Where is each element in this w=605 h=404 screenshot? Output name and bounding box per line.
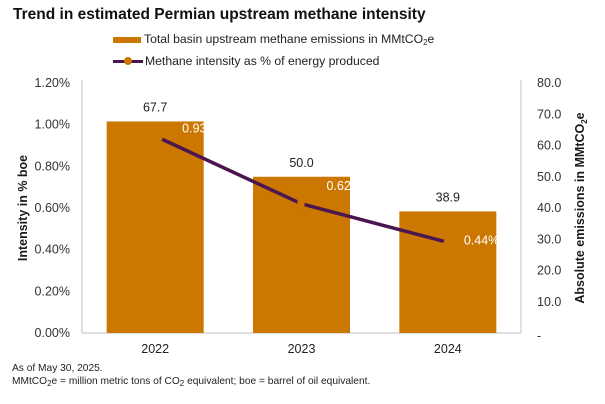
x-tick-2023: 2023 <box>288 342 316 356</box>
y-tick-right: 30.0 <box>537 232 561 246</box>
line-data-label: 0.62% <box>327 179 362 193</box>
x-tick-2024: 2024 <box>434 342 462 356</box>
y-tick-right: 50.0 <box>537 170 561 184</box>
line-data-label: 0.93% <box>182 121 217 135</box>
y-tick-left: 1.20% <box>35 76 70 90</box>
bar-2022 <box>106 121 204 333</box>
legend-bar-swatch <box>113 36 141 43</box>
footer-date: As of May 30, 2025. <box>12 363 103 374</box>
bar-data-label: 50.0 <box>289 156 313 170</box>
y-tick-left: 0.40% <box>35 243 70 257</box>
bar-data-label: 38.9 <box>436 190 460 204</box>
line-gap <box>297 198 305 209</box>
line-data-label: 0.44% <box>464 233 499 247</box>
legend-item-intensity: Methane intensity as % of energy produce… <box>113 54 379 68</box>
footer-definitions: MMtCO2e = million metric tons of CO2 equ… <box>12 376 371 388</box>
chart-title: Trend in estimated Permian upstream meth… <box>13 6 426 23</box>
y-axis-label-right: Absolute emissions in MMtCO2e <box>573 112 589 303</box>
y-axis-label-left: Intensity in % boe <box>16 155 30 261</box>
y-tick-right: 10.0 <box>537 295 561 309</box>
legend-item-emissions: Total basin upstream methane emissions i… <box>113 32 434 47</box>
legend-intensity-label: Methane intensity as % of energy produce… <box>145 54 380 68</box>
legend-emissions-label: Total basin upstream methane emissions i… <box>144 32 435 47</box>
y-tick-left: 0.60% <box>35 201 70 215</box>
y-tick-right: 80.0 <box>537 76 561 90</box>
y-tick-right: - <box>537 329 541 343</box>
y-tick-right: 40.0 <box>537 201 561 215</box>
x-tick-2022: 2022 <box>141 342 169 356</box>
y-tick-right: 20.0 <box>537 264 561 278</box>
y-tick-right: 60.0 <box>537 139 561 153</box>
y-tick-left: 0.80% <box>35 159 70 173</box>
bar-data-label: 67.7 <box>143 100 167 114</box>
y-tick-right: 70.0 <box>537 107 561 121</box>
y-tick-left: 0.20% <box>35 284 70 298</box>
y-tick-left: 1.00% <box>35 118 70 132</box>
y-tick-left: 0.00% <box>35 326 70 340</box>
bar-2024 <box>399 211 497 333</box>
footer-note: As of May 30, 2025. MMtCO2e = million me… <box>12 362 370 390</box>
legend-line-swatch <box>113 55 143 67</box>
